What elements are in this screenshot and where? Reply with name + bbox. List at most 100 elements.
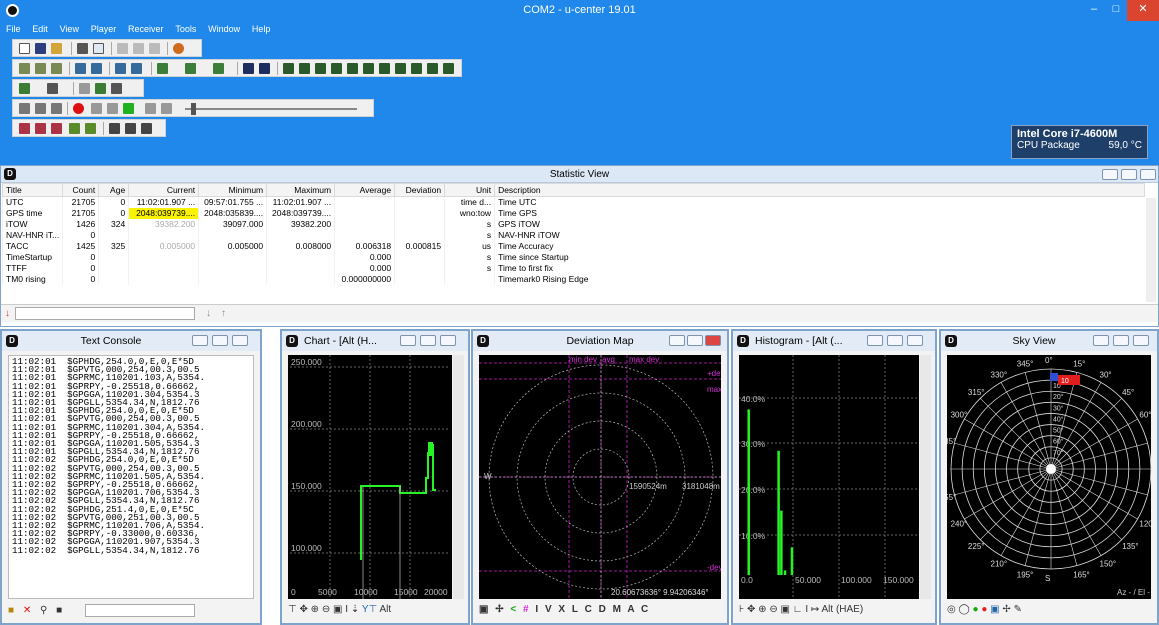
menu-window[interactable]: Window [208,24,241,34]
table-row[interactable]: TTFF 0 0.000 s Time to first fix [1,262,1145,274]
histogram-plot-area[interactable]: 40.0% 30.0% 20.0% 10.0% 0.0 50.000 100.0… [739,355,919,599]
move-down-icon[interactable]: ↓ [206,308,211,319]
col-maximum[interactable]: Maximum [266,183,336,197]
table-row[interactable]: GPS time 21705 0 2048:039739.... 2048:035839… [1,207,1145,219]
tool-icon[interactable] [331,63,342,74]
tool-icon[interactable] [299,63,310,74]
chart-cursor-icon[interactable]: I [345,604,349,615]
table-row[interactable]: iTOW 1426 324 39382.200 39097.000 39382.200 s G… [1,218,1145,230]
panel-restore-button[interactable] [420,335,436,346]
table-row[interactable]: TACC 1425 325 0.005000 0.005000 0.008000 0.006… [1,240,1145,252]
satellite-icon[interactable] [141,123,152,134]
panel-restore-button[interactable] [212,335,228,346]
sky-center-icon[interactable]: ✢ [1002,604,1011,615]
tool-icon[interactable] [443,63,454,74]
panel-close-button[interactable] [232,335,248,346]
chart-plot-area[interactable]: 250.000 200.000 150.000 100.000 0 5000 1… [288,355,452,599]
satellite-icon[interactable] [109,123,120,134]
minimize-button[interactable]: – [1090,3,1098,15]
col-average[interactable]: Average [334,183,396,197]
panel-restore-button[interactable] [1121,169,1137,180]
map-tool-i[interactable]: I [535,604,539,615]
autobaud-icon[interactable] [79,83,90,94]
sky-option-icon[interactable]: ◯ [958,604,970,615]
hist-range-icon[interactable]: ↦ [810,604,820,615]
panel-minimize-button[interactable] [1102,169,1118,180]
zoom-out-icon[interactable]: ⊖ [769,604,778,615]
col-current[interactable]: Current [128,183,200,197]
step-forward-icon[interactable] [161,103,172,114]
panel-minimize-button[interactable] [867,335,883,346]
sky-filter-icon[interactable]: ▣ [990,604,1000,615]
sky-edit-icon[interactable]: ✎ [1013,604,1022,615]
panel-restore-button[interactable] [887,335,903,346]
sky-color-icon[interactable]: ● [972,604,979,615]
clear-icon[interactable]: ✕ [22,605,32,617]
maximize-button[interactable]: □ [1112,3,1120,15]
cut-icon[interactable] [117,43,128,54]
save-console-icon[interactable]: ■ [56,605,63,617]
console-filter-input[interactable] [84,604,195,617]
panel-close-button[interactable] [440,335,456,346]
sky-color-icon[interactable]: ● [981,604,988,615]
table-icon[interactable] [213,63,224,74]
table-row[interactable]: UTC 21705 0 11:02:01.907 ... 09:57:01.755 ..… [1,196,1145,208]
view-icon[interactable] [19,63,30,74]
map-tool-l[interactable]: L [571,604,578,615]
open-folder-icon[interactable] [51,43,62,54]
tool-icon[interactable] [395,63,406,74]
connection-icon[interactable] [19,83,30,94]
record-icon[interactable] [73,103,84,114]
map-tool-m[interactable]: M [612,604,621,615]
grid-icon[interactable]: # [523,604,529,615]
playback-slider[interactable] [185,108,357,110]
col-unit[interactable]: Unit [444,183,496,197]
antenna-icon[interactable] [95,83,106,94]
map-tool-a[interactable]: A [627,604,635,615]
panel-restore-button[interactable] [1113,335,1129,346]
map-tool-c[interactable]: C [584,604,592,615]
histogram-icon[interactable] [185,63,196,74]
copy-icon[interactable] [133,43,144,54]
new-file-icon[interactable] [19,43,30,54]
col-count[interactable]: Count [62,183,100,197]
settings-icon[interactable] [173,43,184,54]
map-tool-x[interactable]: X [558,604,566,615]
chart-axis-icon[interactable]: Y⊤ [361,604,378,615]
stop-icon[interactable] [35,103,46,114]
forward-icon[interactable] [145,103,156,114]
print-preview-icon[interactable] [93,43,104,54]
eject-icon[interactable] [19,103,30,114]
tool-icon[interactable] [283,63,294,74]
chart-marker-icon[interactable]: ⇣ [350,604,360,615]
view-icon[interactable] [51,63,62,74]
panel-minimize-button[interactable] [669,335,685,346]
panel-minimize-button[interactable] [400,335,416,346]
sort-icon[interactable]: ↓ [5,308,10,319]
baudrate-icon[interactable] [47,83,58,94]
gnss-icon[interactable] [69,123,80,134]
hist-axis-icon[interactable]: ∟ [792,604,803,615]
menu-file[interactable]: File [6,24,21,34]
panel-close-button[interactable] [705,335,721,346]
panel-minimize-button[interactable] [192,335,208,346]
zoom-in-icon[interactable]: ⊕ [758,604,767,615]
sky-view-icon[interactable] [259,63,270,74]
chart-icon[interactable] [157,63,168,74]
receiver-icon[interactable] [111,83,122,94]
save-icon[interactable] [35,43,46,54]
pan-icon[interactable]: ✥ [747,604,756,615]
hist-cursor-icon[interactable]: I [805,604,809,615]
chart-tool-icon[interactable]: ⊤ [288,604,297,615]
map-tool-v[interactable]: V [544,604,552,615]
histogram-scrollbar[interactable] [920,355,931,599]
pan-icon[interactable]: ✥ [299,604,308,615]
menu-view[interactable]: View [59,24,79,34]
map-center-icon[interactable]: ✢ [495,604,504,615]
menu-help[interactable]: Help [251,24,271,34]
filter-input[interactable] [15,307,195,320]
rewind-icon[interactable] [91,103,102,114]
filter-icon[interactable]: ⚲ [40,605,48,617]
view-icon[interactable] [35,63,46,74]
panel-restore-button[interactable] [687,335,703,346]
